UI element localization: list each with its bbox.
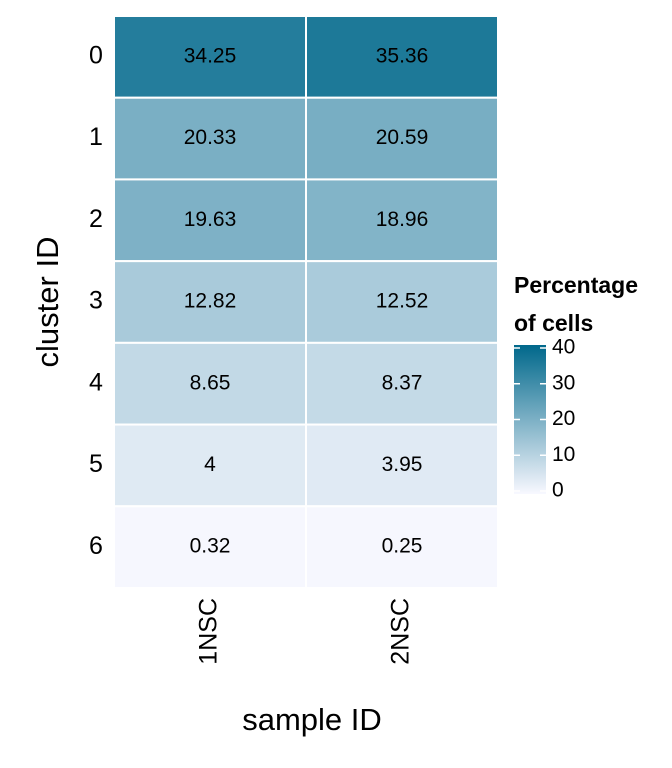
- y-axis-title: cluster ID: [30, 237, 65, 368]
- cell-label: 18.96: [376, 208, 429, 231]
- cell-label: 3.95: [382, 453, 423, 476]
- cell: [305, 423, 499, 508]
- cell: [113, 505, 307, 589]
- cell-label: 20.59: [376, 126, 429, 149]
- cell-label: 8.37: [382, 371, 423, 394]
- y-tick-label: 4: [89, 368, 103, 396]
- y-tick-label: 3: [89, 287, 103, 315]
- cell-label: 12.52: [376, 290, 429, 313]
- x-tick-label: 1NSC: [195, 598, 223, 665]
- y-tick-label: 2: [89, 205, 103, 233]
- colorbar-label: 40: [552, 336, 575, 359]
- cell: [113, 96, 307, 181]
- colorbar-label: 10: [552, 443, 575, 466]
- cell-label: 0.32: [190, 535, 231, 558]
- cell-label: 8.65: [190, 371, 231, 394]
- cell: [305, 341, 499, 426]
- cell-label: 12.82: [184, 290, 237, 313]
- colorbar-label: 0: [552, 479, 564, 502]
- cell: [305, 96, 499, 181]
- y-tick-label: 1: [89, 123, 103, 151]
- cell: [305, 178, 499, 263]
- colorbar-label: 30: [552, 371, 575, 394]
- cell: [305, 260, 499, 344]
- cell: [305, 15, 499, 99]
- cell-label: 20.33: [184, 126, 237, 149]
- cell-label: 35.36: [376, 44, 429, 67]
- y-tick-label: 0: [89, 41, 103, 69]
- colorbar-label: 20: [552, 407, 575, 430]
- x-axis-title: sample ID: [242, 702, 382, 737]
- legend-title: Percentage of cells: [514, 272, 639, 336]
- cell-label: 4: [204, 453, 216, 476]
- cell: [305, 505, 499, 589]
- cell-label: 19.63: [184, 208, 237, 231]
- cell: [113, 15, 307, 99]
- cell-label: 0.25: [382, 535, 423, 558]
- cell-label: 34.25: [184, 44, 237, 67]
- y-tick-label: 6: [89, 532, 103, 560]
- x-tick-label: 2NSC: [387, 598, 415, 665]
- y-tick-label: 5: [89, 450, 103, 478]
